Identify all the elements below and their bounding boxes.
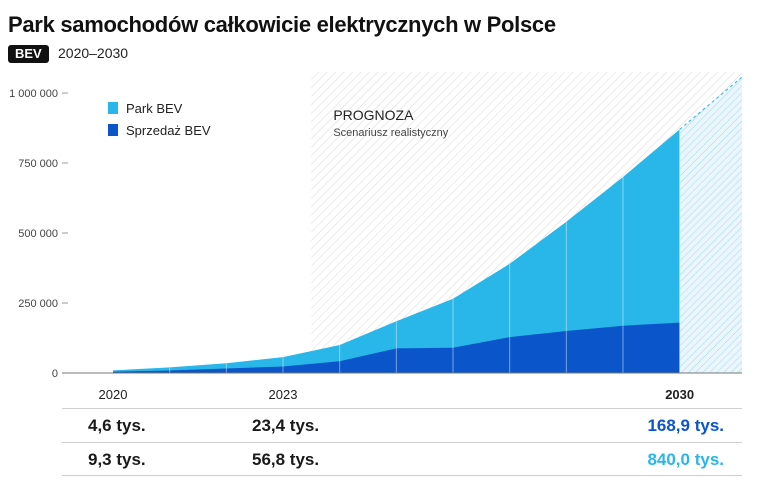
legend-swatch <box>108 102 118 114</box>
x-tick-label: 2030 <box>665 387 694 402</box>
y-tick-label: 250 000 <box>18 298 58 310</box>
x-tick-label: 2020 <box>99 387 128 402</box>
extrapolation-line <box>679 76 743 130</box>
bev-badge: BEV <box>8 45 49 63</box>
y-tick-label: 750 000 <box>18 158 58 170</box>
area-chart: 0 250 000 500 000 750 000 1 000 000 2020 2023 2… <box>9 72 743 402</box>
park-2030-value: 840,0 tys. <box>647 450 724 469</box>
sales-2030-value: 168,9 tys. <box>647 416 724 435</box>
forecast-label: PROGNOZA <box>333 107 414 123</box>
extrapolation-hatch <box>679 77 742 373</box>
chart-title: Park samochodów całkowicie elektrycznych… <box>8 12 556 37</box>
park-2020-value: 9,3 tys. <box>88 450 146 469</box>
sales-2023-value: 23,4 tys. <box>252 416 320 435</box>
legend-label: Park BEV <box>126 101 183 116</box>
x-tick-label: 2023 <box>269 387 298 402</box>
park-bev-area <box>113 129 680 373</box>
y-tick-label: 1 000 000 <box>9 88 58 100</box>
sales-2020-value: 4,6 tys. <box>88 416 146 435</box>
chart-subtitle: 2020–2030 <box>58 45 129 61</box>
park-2023-value: 56,8 tys. <box>252 450 320 469</box>
legend-label: Sprzedaż BEV <box>126 123 211 138</box>
forecast-sublabel: Scenariusz realistyczny <box>333 127 448 139</box>
legend-swatch <box>108 124 118 136</box>
table-row-sales: 4,6 tys. 23,4 tys. 168,9 tys. <box>62 408 742 441</box>
sales-bev-area <box>113 322 680 373</box>
y-tick-label: 500 000 <box>18 228 58 240</box>
table-row-park: 9,3 tys. 56,8 tys. 840,0 tys. <box>62 442 742 476</box>
y-tick-label: 0 <box>52 368 58 380</box>
